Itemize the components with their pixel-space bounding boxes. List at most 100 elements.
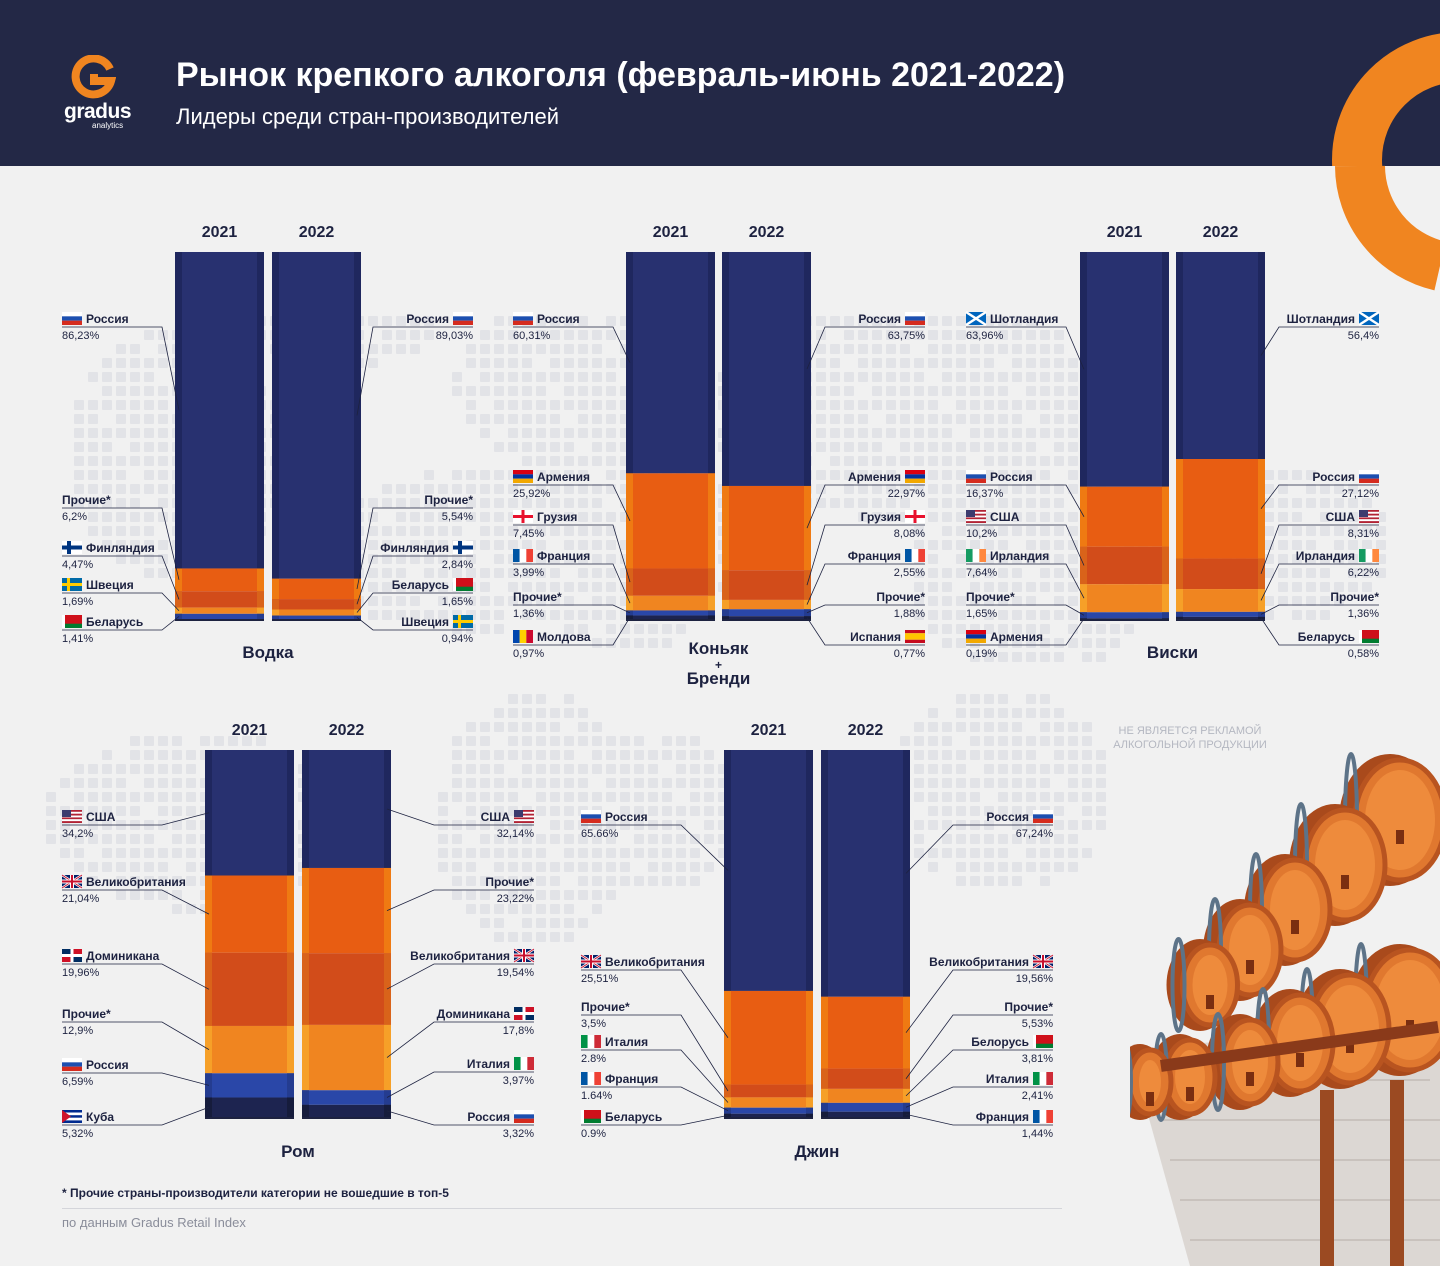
country-label: Доминикана xyxy=(437,1007,511,1021)
country-label: Прочие* xyxy=(424,493,473,507)
country-label: Армения xyxy=(537,470,590,484)
flag-ie-icon xyxy=(1359,549,1379,562)
value-label: 1,41% xyxy=(62,633,93,645)
bar-segment-edge xyxy=(806,1097,813,1108)
country-label: США xyxy=(990,510,1020,524)
leader-line xyxy=(1260,326,1379,356)
bar-segment-edge xyxy=(272,599,279,610)
bar-segment xyxy=(302,867,391,954)
bar-segment xyxy=(1176,252,1265,460)
bar-segment xyxy=(722,485,811,571)
bar-segment xyxy=(821,1088,910,1103)
leader-line xyxy=(62,812,210,826)
leader-line xyxy=(966,604,1085,616)
flag-ru-icon xyxy=(905,312,925,325)
flag-se-icon xyxy=(62,578,82,591)
bar-segment xyxy=(272,609,361,616)
flag-ru-icon xyxy=(62,312,82,325)
year-label: 2021 xyxy=(232,722,268,739)
bar-base xyxy=(626,619,715,621)
chart-3: 2021 2022 США 34,2% Великобритания 21,04% Доми… xyxy=(61,722,535,1161)
bar-base xyxy=(272,619,361,621)
flag-us-icon xyxy=(62,810,82,823)
flag-sc-icon xyxy=(965,310,987,327)
value-label: 65.66% xyxy=(581,828,619,840)
year-label: 2022 xyxy=(329,722,365,739)
leader-line xyxy=(1260,617,1379,646)
leader-line xyxy=(966,618,1085,646)
bar-segment-edge xyxy=(708,615,715,619)
country-label: Франция xyxy=(976,1110,1029,1124)
chart-4: 2021 2022 Россия 65.66% Великобритания 25,51%… xyxy=(580,722,1054,1161)
country-label: Италия xyxy=(467,1057,510,1071)
bar-segment xyxy=(272,578,361,600)
bar-segment xyxy=(205,952,294,1026)
leader-line xyxy=(1260,484,1379,510)
leader-line xyxy=(62,616,180,631)
bar-segment-edge xyxy=(354,599,361,610)
value-label: 67,24% xyxy=(1016,828,1054,840)
bar-segment-edge xyxy=(287,1097,294,1117)
flag-fr-icon xyxy=(905,549,925,562)
bar-segment xyxy=(175,613,264,619)
logo-name: gradus xyxy=(64,100,132,123)
flag-ru-icon xyxy=(1033,810,1053,823)
flag-es-icon xyxy=(905,630,925,643)
leader-line xyxy=(386,1110,534,1126)
bar-segment xyxy=(302,750,391,868)
leader-line xyxy=(806,484,925,529)
year-label: 2021 xyxy=(202,224,238,241)
bar-segment xyxy=(722,616,811,619)
leader-line xyxy=(62,592,180,612)
leader-line xyxy=(581,1014,729,1092)
bar-segment-edge xyxy=(806,750,813,991)
leader-line xyxy=(386,889,534,911)
bar-segment-edge xyxy=(1176,616,1183,619)
value-label: 0,19% xyxy=(966,648,997,660)
leader-line xyxy=(62,889,210,915)
country-label: Прочие* xyxy=(485,875,534,889)
country-label: Куба xyxy=(86,1110,114,1124)
chart-1: 2021 2022 Россия 60,31% Армения 25,92% Грузия 7… xyxy=(513,224,925,688)
leader-line xyxy=(806,617,925,646)
country-label: Прочие* xyxy=(513,590,562,604)
category-name: Коньяк xyxy=(689,639,749,658)
leader-line xyxy=(513,484,631,522)
leader-line xyxy=(62,555,180,600)
bar-segment xyxy=(1176,459,1265,559)
bar-segment-edge xyxy=(302,750,309,868)
value-label: 34,2% xyxy=(62,828,93,840)
bar-segment xyxy=(1080,618,1169,619)
bar-segment xyxy=(724,1113,813,1117)
flag-ru-icon xyxy=(966,470,986,483)
leader-line xyxy=(966,563,1085,599)
bar-segment xyxy=(1176,611,1265,617)
country-label: Россия xyxy=(986,810,1029,824)
value-label: 3,81% xyxy=(1022,1053,1053,1065)
bar-segment xyxy=(821,1068,910,1089)
flag-by-icon xyxy=(1033,1035,1053,1048)
leader-line xyxy=(356,592,473,613)
country-label: Доминикана xyxy=(86,949,160,963)
leader-line xyxy=(905,1049,1053,1097)
year-label: 2021 xyxy=(1107,224,1143,241)
category-name: Ром xyxy=(281,1142,315,1161)
bar-segment-edge xyxy=(821,750,828,997)
chart-2: 2021 2022 Шотландия 63,96% Россия 16,37% США 10… xyxy=(965,224,1380,662)
value-label: 63,75% xyxy=(888,330,926,342)
flag-gb-icon xyxy=(61,873,83,890)
country-label: Ирландия xyxy=(1296,549,1355,563)
country-label: Беларусь xyxy=(605,1110,662,1124)
bar-segment xyxy=(722,570,811,600)
bar-segment xyxy=(302,1024,391,1091)
bar-segment-edge xyxy=(626,615,633,619)
logo-sub: analytics xyxy=(92,121,124,130)
flag-by-icon xyxy=(1359,630,1379,643)
leader-line xyxy=(806,524,925,586)
bar-segment-edge xyxy=(1258,589,1265,612)
bar-segment-edge xyxy=(724,1084,731,1098)
category-name: Виски xyxy=(1147,643,1198,662)
value-label: 1,36% xyxy=(513,608,544,620)
flag-it-icon xyxy=(1033,1072,1053,1085)
country-label: Ирландия xyxy=(990,549,1049,563)
